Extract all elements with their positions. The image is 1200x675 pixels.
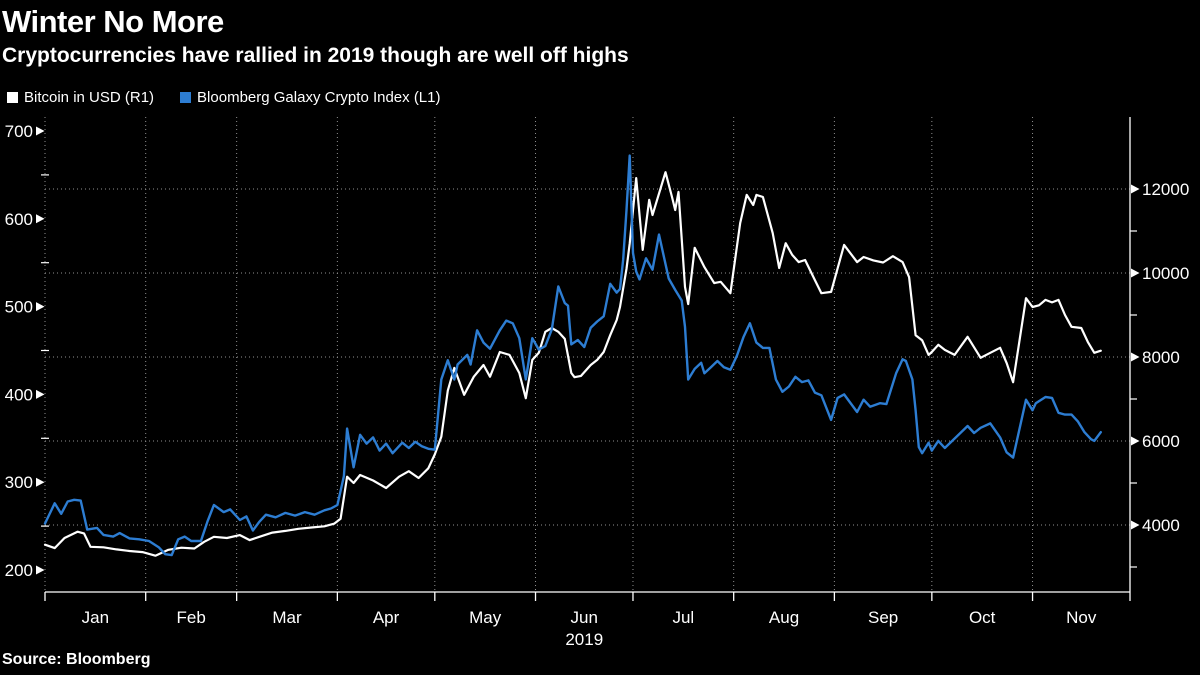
y-right-tick-label: 10000 [1142,264,1189,283]
y-right-tick-arrow-icon [1131,184,1140,194]
chart-subtitle: Cryptocurrencies have rallied in 2019 th… [2,44,629,67]
y-right-tick-arrow-icon [1131,352,1140,362]
legend-item-crypto-index: Bloomberg Galaxy Crypto Index (L1) [180,89,441,106]
x-tick-label: Jul [672,608,694,627]
y-left-tick-label: 200 [5,561,33,580]
y-left-tick-arrow-icon [36,126,45,136]
y-right-tick-label: 4000 [1142,516,1180,535]
x-axis-year-label: 2019 [565,630,603,649]
y-right-tick-arrow-icon [1131,520,1140,530]
y-right-tick-label: 8000 [1142,348,1180,367]
y-left-tick-arrow-icon [36,477,45,487]
legend-label-crypto-index: Bloomberg Galaxy Crypto Index (L1) [197,89,441,106]
y-left-tick-label: 700 [5,122,33,141]
x-tick-label: Feb [177,608,206,627]
bitcoin-line [43,171,1102,557]
x-tick-label: Jun [571,608,598,627]
y-left-tick-label: 400 [5,385,33,404]
y-left-tick-label: 500 [5,298,33,317]
legend-label-bitcoin: Bitcoin in USD (R1) [24,89,155,106]
x-tick-label: Sep [868,608,898,627]
page-title: Winter No More [2,4,224,39]
source-credit: Source: Bloomberg [2,651,151,668]
crypto-index-swatch-icon [180,92,192,103]
y-left-tick-arrow-icon [36,565,45,575]
x-tick-label: Mar [272,608,302,627]
chart-legend: Bitcoin in USD (R1) Bloomberg Galaxy Cry… [7,89,467,106]
x-tick-label: May [469,608,502,627]
legend-item-bitcoin: Bitcoin in USD (R1) [7,89,154,106]
crypto-index-line [43,154,1103,557]
y-left-tick-arrow-icon [36,302,45,312]
bitcoin-swatch-icon [7,92,18,103]
y-left-tick-arrow-icon [36,389,45,399]
x-tick-label: Nov [1066,608,1097,627]
y-right-tick-label: 6000 [1142,432,1180,451]
x-tick-label: Jan [82,608,109,627]
y-right-tick-arrow-icon [1131,436,1140,446]
x-tick-label: Aug [769,608,799,627]
x-tick-label: Oct [969,608,996,627]
y-left-tick-label: 600 [5,210,33,229]
y-left-tick-arrow-icon [36,214,45,224]
y-right-tick-arrow-icon [1131,268,1140,278]
y-right-tick-label: 12000 [1142,180,1189,199]
x-tick-label: Apr [373,608,400,627]
y-left-tick-label: 300 [5,473,33,492]
